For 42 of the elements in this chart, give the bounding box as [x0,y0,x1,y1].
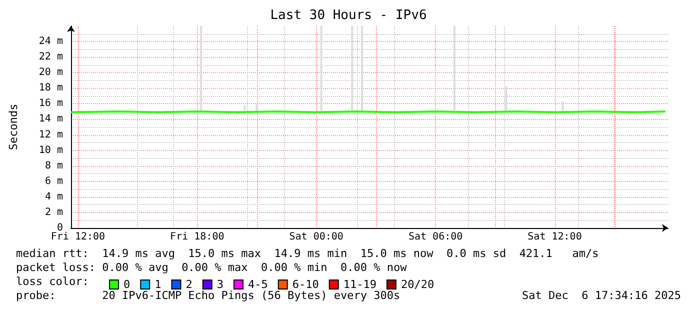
bar [351,26,354,111]
y-tick-label: 20 m [38,67,63,78]
y-axis-title: Seconds [7,104,20,150]
y-tick-label: 16 m [38,98,63,110]
legend-label: 3 [216,278,224,291]
y-tick-label: 2 m [44,206,63,218]
bar [453,26,456,111]
y-tick-label: 6 m [44,176,63,187]
legend-label: 0 [124,278,130,291]
bar [200,26,202,111]
x-tick-label: Sat 12:00 [528,232,582,242]
y-tick-label: 18 m [38,82,63,94]
x-tick-label: Fri 18:00 [170,232,224,242]
x-tick-label: Sat 06:00 [408,232,463,242]
bar [361,26,364,111]
x-tick-label: Fri 12:00 [50,232,106,242]
y-tick-label: 8 m [44,160,63,172]
bar [562,101,564,111]
bar [320,26,322,111]
legend-label: 11-19 [343,278,376,291]
legend-title: loss color: [16,275,89,288]
bar [505,86,508,111]
text: Sat Dec 6 17:34:16 2025 [522,289,682,302]
y-tick-label: 4 m [44,191,63,202]
text: probe: 20 IPv6-ICMP Echo Pings (56 Bytes) every 300s [16,289,400,302]
y-tick-label: 24 m [38,36,63,48]
chart-title: Last 30 Hours - IPv6 [270,8,427,23]
y-tick-label: 10 m [38,144,63,156]
legend-label: 6-10 [292,278,319,291]
legend-label: 4-5 [248,278,268,291]
legend-label: 2 [186,278,192,291]
y-tick-label: 22 m [38,52,63,63]
y-tick-label: 0 [56,222,63,234]
y-tick-label: 12 m [38,129,63,140]
text: packet loss: 0.00 % avg 0.00 % max 0.00 % min 0.00 % now [16,261,408,274]
y-tick-label: 14 m [38,114,63,125]
bar [256,104,258,111]
legend-label: 1 [154,278,162,291]
x-tick-label: Sat 00:00 [289,232,344,242]
bar [244,105,246,111]
legend-label: 20/20 [400,278,434,291]
text: median rtt: 14.9 ms avg 15.0 ms max 14.9 ms min 15.0 ms now 0.0 ms sd 421.1 am/s [16,247,599,260]
